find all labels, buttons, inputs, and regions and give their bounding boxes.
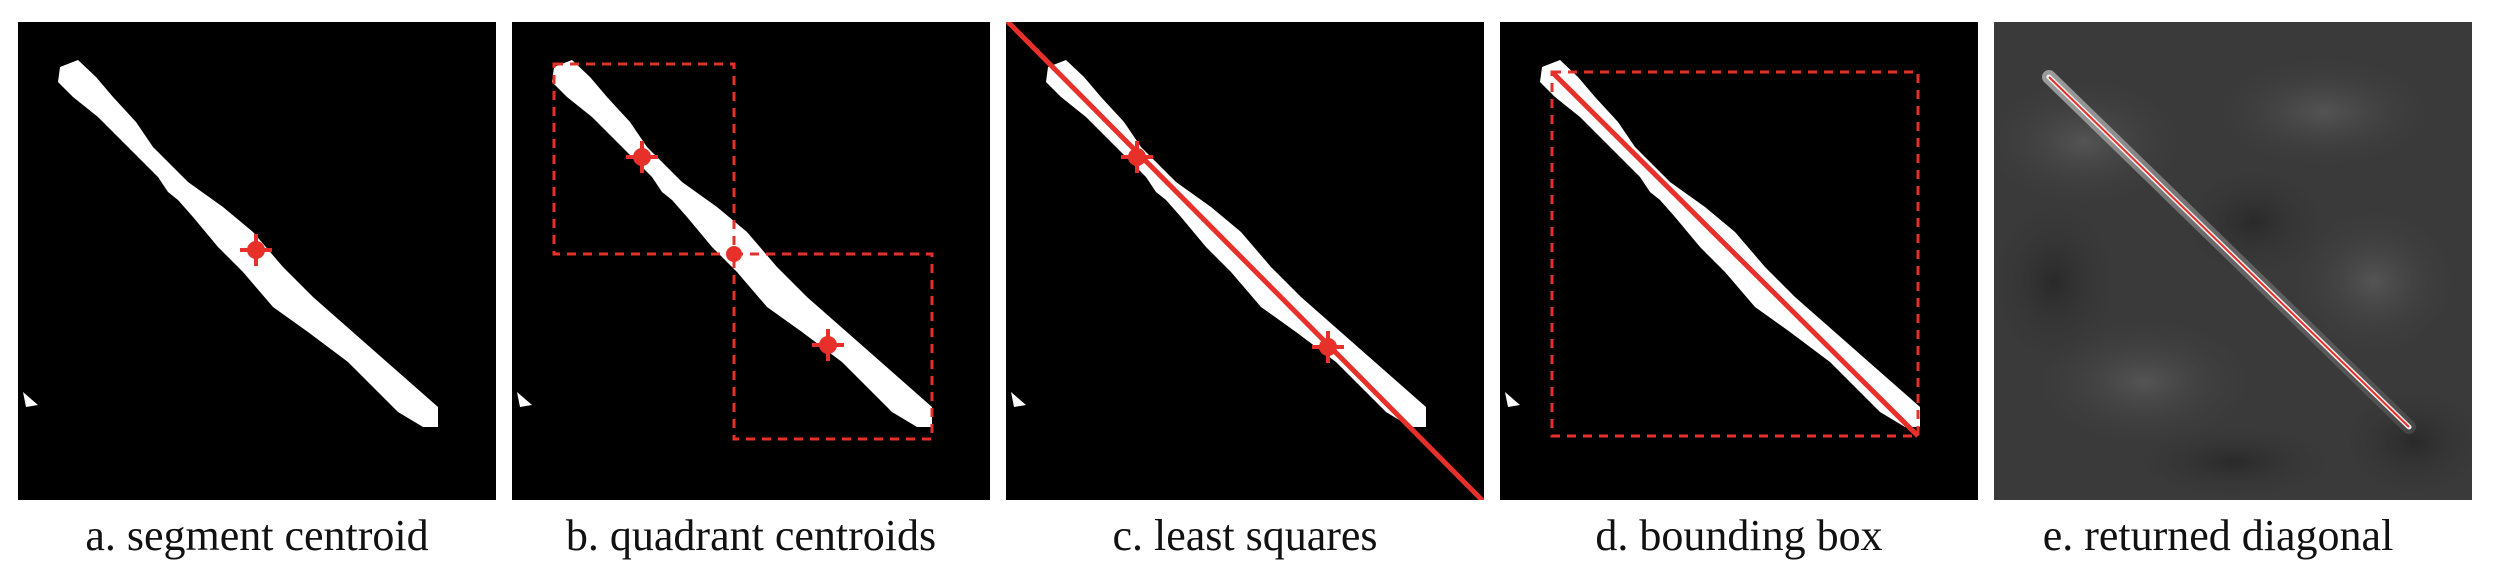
edge-fragment [1011,392,1026,407]
quadrant-centroids-figure [517,60,934,441]
panel-quadrant-centroids [512,22,990,500]
upper-quadrant-box [552,62,736,256]
panel-least-squares [1006,22,1484,500]
bounding-box-diagonal [1550,70,1920,438]
edge-fragment [23,392,38,407]
panel-bounding-box [1500,22,1978,500]
segment-centroid-figure [23,60,438,427]
returned-diagonal-figure [1994,22,2472,500]
least-squares-figure [1006,22,1484,500]
bounding-box-figure [1505,60,1920,438]
segment-mask [1011,60,1426,427]
returned-diagonal-line [2048,76,2410,428]
fit-point-marker-lower [1312,331,1344,363]
edge-fragment [517,392,532,407]
segment-mask [1505,60,1920,427]
center-marker [726,246,742,262]
caption-segment-centroid: a. segment centroid [85,511,429,560]
segment-mask [517,60,932,427]
caption-bounding-box: d. bounding box [1595,511,1883,560]
segment-mask [23,60,438,427]
edge-fragment [1505,392,1520,407]
panel-segment-centroid [18,22,496,500]
lower-centroid-marker [812,329,844,361]
centroid-marker [240,234,272,266]
diagonal-segment [58,60,438,427]
caption-returned-diagonal: e. returned diagonal [2042,511,2394,560]
lower-quadrant-box [732,252,934,441]
caption-quadrant-centroids: b. quadrant centroids [565,511,937,560]
fit-point-marker-upper [1121,141,1153,173]
bounding-box-rect [1550,70,1920,438]
caption-least-squares: c. least squares [1112,511,1378,560]
upper-centroid-marker [626,141,658,173]
panel-returned-diagonal [1994,22,2472,500]
least-squares-fit-line [1006,22,1484,500]
diagonal-segment [552,60,932,427]
